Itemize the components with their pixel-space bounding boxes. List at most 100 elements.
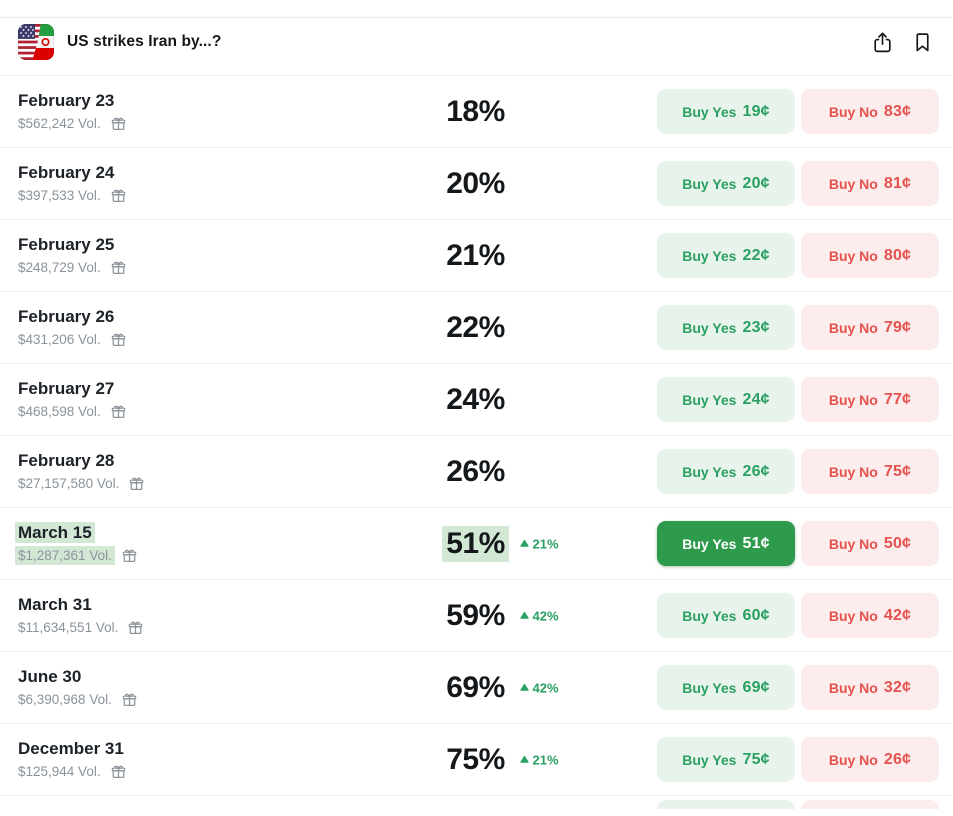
- gift-icon[interactable]: [111, 332, 126, 347]
- trade-buttons: Buy Yes 51¢ Buy No 50¢: [657, 521, 939, 566]
- outcome-chance: 22%: [446, 310, 505, 344]
- buy-no-label: Buy No: [828, 751, 878, 768]
- buy-no-price: 79¢: [883, 318, 912, 336]
- buy-yes-price: 60¢: [742, 606, 770, 624]
- chance-delta: 21%: [519, 536, 559, 551]
- trade-buttons: Buy Yes 60¢ Buy No 42¢: [657, 593, 939, 638]
- top-divider: [0, 17, 953, 18]
- buy-no-button[interactable]: Buy No 80¢: [801, 233, 939, 278]
- gift-icon[interactable]: [122, 692, 137, 707]
- arrow-up-icon: [519, 540, 529, 547]
- outcome-chance-cell: 24%: [398, 382, 553, 418]
- outcome-chance: 69%: [446, 670, 505, 704]
- outcome-chance: 26%: [446, 454, 505, 488]
- buy-no-price: 32¢: [883, 678, 912, 696]
- buy-yes-button[interactable]: Buy Yes 20¢: [657, 161, 795, 206]
- bookmark-button[interactable]: [912, 30, 933, 55]
- buy-no-button[interactable]: Buy No 26¢: [801, 737, 939, 782]
- buy-no-price: 50¢: [883, 534, 912, 552]
- arrow-up-icon: [519, 612, 529, 619]
- outcome-info: March 31 $11,634,551 Vol.: [18, 594, 398, 638]
- outcome-chance-cell: 51% 21%: [398, 525, 559, 562]
- trade-buttons: Buy Yes 22¢ Buy No 80¢: [657, 233, 939, 278]
- share-button[interactable]: [870, 29, 895, 56]
- buy-no-button-peek[interactable]: [801, 800, 939, 809]
- outcome-row: February 24 $397,533 Vol. 20%: [0, 148, 953, 220]
- buy-yes-button[interactable]: Buy Yes 19¢: [657, 89, 795, 134]
- outcome-row: February 23 $562,242 Vol. 18%: [0, 76, 953, 148]
- buy-no-button[interactable]: Buy No 79¢: [801, 305, 939, 350]
- trade-buttons: Buy Yes 75¢ Buy No 26¢: [657, 737, 939, 782]
- gift-icon[interactable]: [111, 404, 126, 419]
- chance-delta: 42%: [519, 680, 559, 695]
- outcome-row: February 25 $248,729 Vol. 21%: [0, 220, 953, 292]
- buy-yes-button[interactable]: Buy Yes 26¢: [657, 449, 795, 494]
- outcome-info: June 30 $6,390,968 Vol.: [18, 666, 398, 710]
- outcome-row: June 30 $6,390,968 Vol. 69% 42%: [0, 652, 953, 724]
- outcome-chance: 51%: [442, 525, 509, 562]
- outcome-date: February 24: [18, 162, 115, 182]
- buy-no-label: Buy No: [828, 679, 878, 696]
- gift-icon[interactable]: [128, 620, 143, 635]
- gift-icon[interactable]: [111, 260, 126, 275]
- gift-icon[interactable]: [111, 188, 126, 203]
- buy-yes-button[interactable]: Buy Yes 69¢: [657, 665, 795, 710]
- buy-yes-label: Buy Yes: [682, 679, 737, 696]
- gift-icon[interactable]: [111, 116, 126, 131]
- buy-no-price: 83¢: [883, 102, 912, 120]
- buy-yes-price: 69¢: [742, 678, 770, 696]
- buy-no-button[interactable]: Buy No 42¢: [801, 593, 939, 638]
- buy-yes-button[interactable]: Buy Yes 51¢: [657, 521, 795, 566]
- outcome-volume: $27,157,580 Vol.: [18, 474, 398, 494]
- header-actions: [870, 29, 933, 56]
- outcome-volume: $397,533 Vol.: [18, 186, 398, 206]
- market-title: US strikes Iran by...?: [67, 33, 222, 50]
- gift-icon[interactable]: [122, 548, 137, 563]
- bookmark-icon: [916, 32, 929, 51]
- buy-yes-button[interactable]: Buy Yes 24¢: [657, 377, 795, 422]
- gift-icon[interactable]: [111, 764, 126, 779]
- outcome-volume: $248,729 Vol.: [18, 258, 398, 278]
- trade-buttons: Buy Yes 23¢ Buy No 79¢: [657, 305, 939, 350]
- outcome-chance-cell: 26%: [398, 454, 553, 490]
- arrow-up-icon: [519, 756, 529, 763]
- gift-icon[interactable]: [129, 476, 144, 491]
- buy-no-price: 75¢: [883, 462, 912, 480]
- buy-no-button[interactable]: Buy No 81¢: [801, 161, 939, 206]
- outcome-info: February 26 $431,206 Vol.: [18, 306, 398, 350]
- buy-yes-label: Buy Yes: [682, 247, 737, 264]
- outcome-date: March 31: [18, 594, 92, 614]
- outcome-volume: $6,390,968 Vol.: [18, 690, 398, 710]
- buy-no-button[interactable]: Buy No 75¢: [801, 449, 939, 494]
- buy-yes-price: 51¢: [742, 534, 770, 552]
- trade-buttons: Buy Yes 24¢ Buy No 77¢: [657, 377, 939, 422]
- trade-buttons: Buy Yes 20¢ Buy No 81¢: [657, 161, 939, 206]
- outcome-date: February 26: [18, 306, 115, 326]
- buy-no-button[interactable]: Buy No 83¢: [801, 89, 939, 134]
- buy-no-price: 81¢: [883, 174, 912, 192]
- outcome-row: March 31 $11,634,551 Vol. 59% 42%: [0, 580, 953, 652]
- buy-yes-button[interactable]: Buy Yes 22¢: [657, 233, 795, 278]
- buy-no-button[interactable]: Buy No 77¢: [801, 377, 939, 422]
- buy-yes-button[interactable]: Buy Yes 75¢: [657, 737, 795, 782]
- outcome-date: February 28: [18, 450, 115, 470]
- share-icon: [874, 31, 891, 52]
- outcome-date: February 23: [18, 90, 115, 110]
- outcome-volume: $125,944 Vol.: [18, 762, 398, 782]
- outcome-chance: 75%: [446, 742, 505, 776]
- buy-yes-button[interactable]: Buy Yes 60¢: [657, 593, 795, 638]
- buy-yes-price: 26¢: [742, 462, 770, 480]
- buy-no-button[interactable]: Buy No 50¢: [801, 521, 939, 566]
- buy-yes-label: Buy Yes: [682, 535, 737, 552]
- outcome-info: March 15 $1,287,361 Vol.: [15, 521, 398, 566]
- buy-no-button[interactable]: Buy No 32¢: [801, 665, 939, 710]
- outcome-info: February 28 $27,157,580 Vol.: [18, 450, 398, 494]
- buy-yes-button-peek[interactable]: [657, 800, 795, 809]
- outcome-date: June 30: [18, 666, 82, 686]
- buy-yes-label: Buy Yes: [682, 175, 737, 192]
- buy-yes-button[interactable]: Buy Yes 23¢: [657, 305, 795, 350]
- outcome-chance: 24%: [446, 382, 505, 416]
- trade-buttons: Buy Yes 69¢ Buy No 32¢: [657, 665, 939, 710]
- outcome-volume: $468,598 Vol.: [18, 402, 398, 422]
- outcome-info: February 27 $468,598 Vol.: [18, 378, 398, 422]
